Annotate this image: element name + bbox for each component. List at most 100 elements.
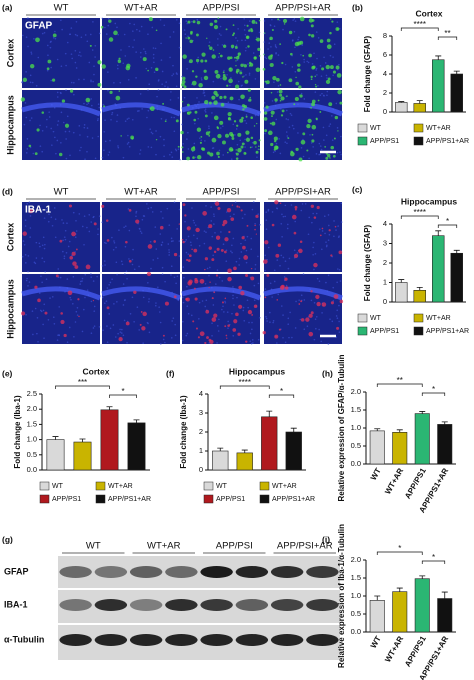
nucleus xyxy=(170,274,172,276)
nucleus xyxy=(250,342,253,345)
nucleus xyxy=(126,143,129,145)
nucleus xyxy=(234,134,236,136)
nucleus xyxy=(205,299,208,302)
y-tick-label: 2.0 xyxy=(351,387,361,396)
nucleus xyxy=(241,217,244,219)
y-axis-label: Relative expression of Iba-1/α-Tubulin xyxy=(337,524,346,668)
nucleus xyxy=(139,93,142,95)
stain-signal xyxy=(311,133,314,136)
nucleus xyxy=(155,153,157,156)
stain-signal xyxy=(204,59,208,63)
y-axis-label: Fold change (Iba-1) xyxy=(179,395,188,469)
y-tick-label: 0 xyxy=(383,107,387,116)
nucleus xyxy=(158,306,160,308)
stain-signal xyxy=(231,148,234,152)
nucleus xyxy=(277,85,280,87)
nucleus xyxy=(339,280,342,282)
stain-signal xyxy=(128,208,132,212)
stain-signal xyxy=(235,60,237,62)
nucleus xyxy=(331,139,334,141)
stain-signal xyxy=(288,78,293,83)
nucleus xyxy=(138,228,141,230)
stain-signal xyxy=(68,204,73,208)
nucleus xyxy=(235,128,238,130)
nucleus xyxy=(123,33,126,36)
nucleus xyxy=(241,39,243,42)
nucleus xyxy=(263,41,266,43)
stain-signal xyxy=(228,230,231,234)
blot-band xyxy=(235,599,269,611)
nucleus xyxy=(122,156,125,159)
stain-signal xyxy=(273,140,277,143)
legend-label: WT xyxy=(216,483,228,490)
nucleus xyxy=(249,340,251,343)
stain-signal xyxy=(227,56,231,60)
stain-signal xyxy=(287,137,290,139)
nucleus xyxy=(170,91,172,93)
nucleus xyxy=(60,19,62,22)
nucleus xyxy=(327,274,330,277)
nucleus xyxy=(310,142,313,144)
nucleus xyxy=(115,261,118,264)
nucleus xyxy=(79,134,81,136)
stain-signal xyxy=(205,309,210,314)
nucleus xyxy=(319,228,321,230)
stain-signal xyxy=(239,71,243,75)
stain-signal xyxy=(109,90,113,95)
nucleus xyxy=(45,209,47,211)
stain-signal xyxy=(269,62,274,68)
bar xyxy=(413,289,426,303)
nucleus xyxy=(312,246,314,249)
nucleus xyxy=(103,260,106,262)
nucleus xyxy=(279,264,281,267)
legend-label: APP/PS1 xyxy=(370,328,399,335)
stain-signal xyxy=(229,96,234,101)
stain-signal xyxy=(280,114,284,117)
nucleus xyxy=(36,332,38,335)
stain-signal xyxy=(232,34,235,37)
column-header: APP/PSI+AR xyxy=(277,541,333,552)
legend-label: APP/PS1 xyxy=(370,138,399,145)
nucleus xyxy=(183,276,185,279)
nucleus xyxy=(175,85,178,88)
legend-label: WT+AR xyxy=(426,315,451,322)
stain-signal xyxy=(213,24,219,30)
nucleus xyxy=(111,236,113,239)
nucleus xyxy=(267,48,269,50)
nucleus xyxy=(60,111,63,114)
nucleus xyxy=(83,124,86,126)
nucleus xyxy=(281,213,283,216)
nucleus xyxy=(113,303,115,305)
nucleus xyxy=(236,296,238,299)
nucleus xyxy=(272,321,274,324)
nucleus xyxy=(298,36,300,39)
stain-signal xyxy=(329,31,332,35)
nucleus xyxy=(186,22,188,25)
nucleus xyxy=(192,219,195,222)
nucleus xyxy=(161,273,164,275)
row-label: IBA-1 xyxy=(4,599,28,609)
nucleus xyxy=(328,224,330,227)
nucleus xyxy=(193,222,196,224)
nucleus xyxy=(320,148,323,151)
stain-signal xyxy=(310,311,314,315)
stain-signal xyxy=(194,297,198,301)
stain-signal xyxy=(213,250,217,254)
stain-signal xyxy=(208,224,213,229)
stain-signal xyxy=(283,23,286,25)
nucleus xyxy=(112,324,115,326)
nucleus xyxy=(151,211,154,213)
legend-label: WT+AR xyxy=(272,483,297,490)
nucleus xyxy=(150,267,152,270)
nucleus xyxy=(24,225,27,227)
nucleus xyxy=(150,146,153,149)
stain-signal xyxy=(329,157,331,159)
nucleus xyxy=(66,115,69,118)
stain-signal xyxy=(181,146,184,149)
nucleus xyxy=(264,132,266,135)
nucleus xyxy=(101,17,104,20)
nucleus xyxy=(236,59,239,62)
nucleus xyxy=(157,89,160,91)
nucleus xyxy=(251,339,254,341)
nucleus xyxy=(219,25,222,28)
